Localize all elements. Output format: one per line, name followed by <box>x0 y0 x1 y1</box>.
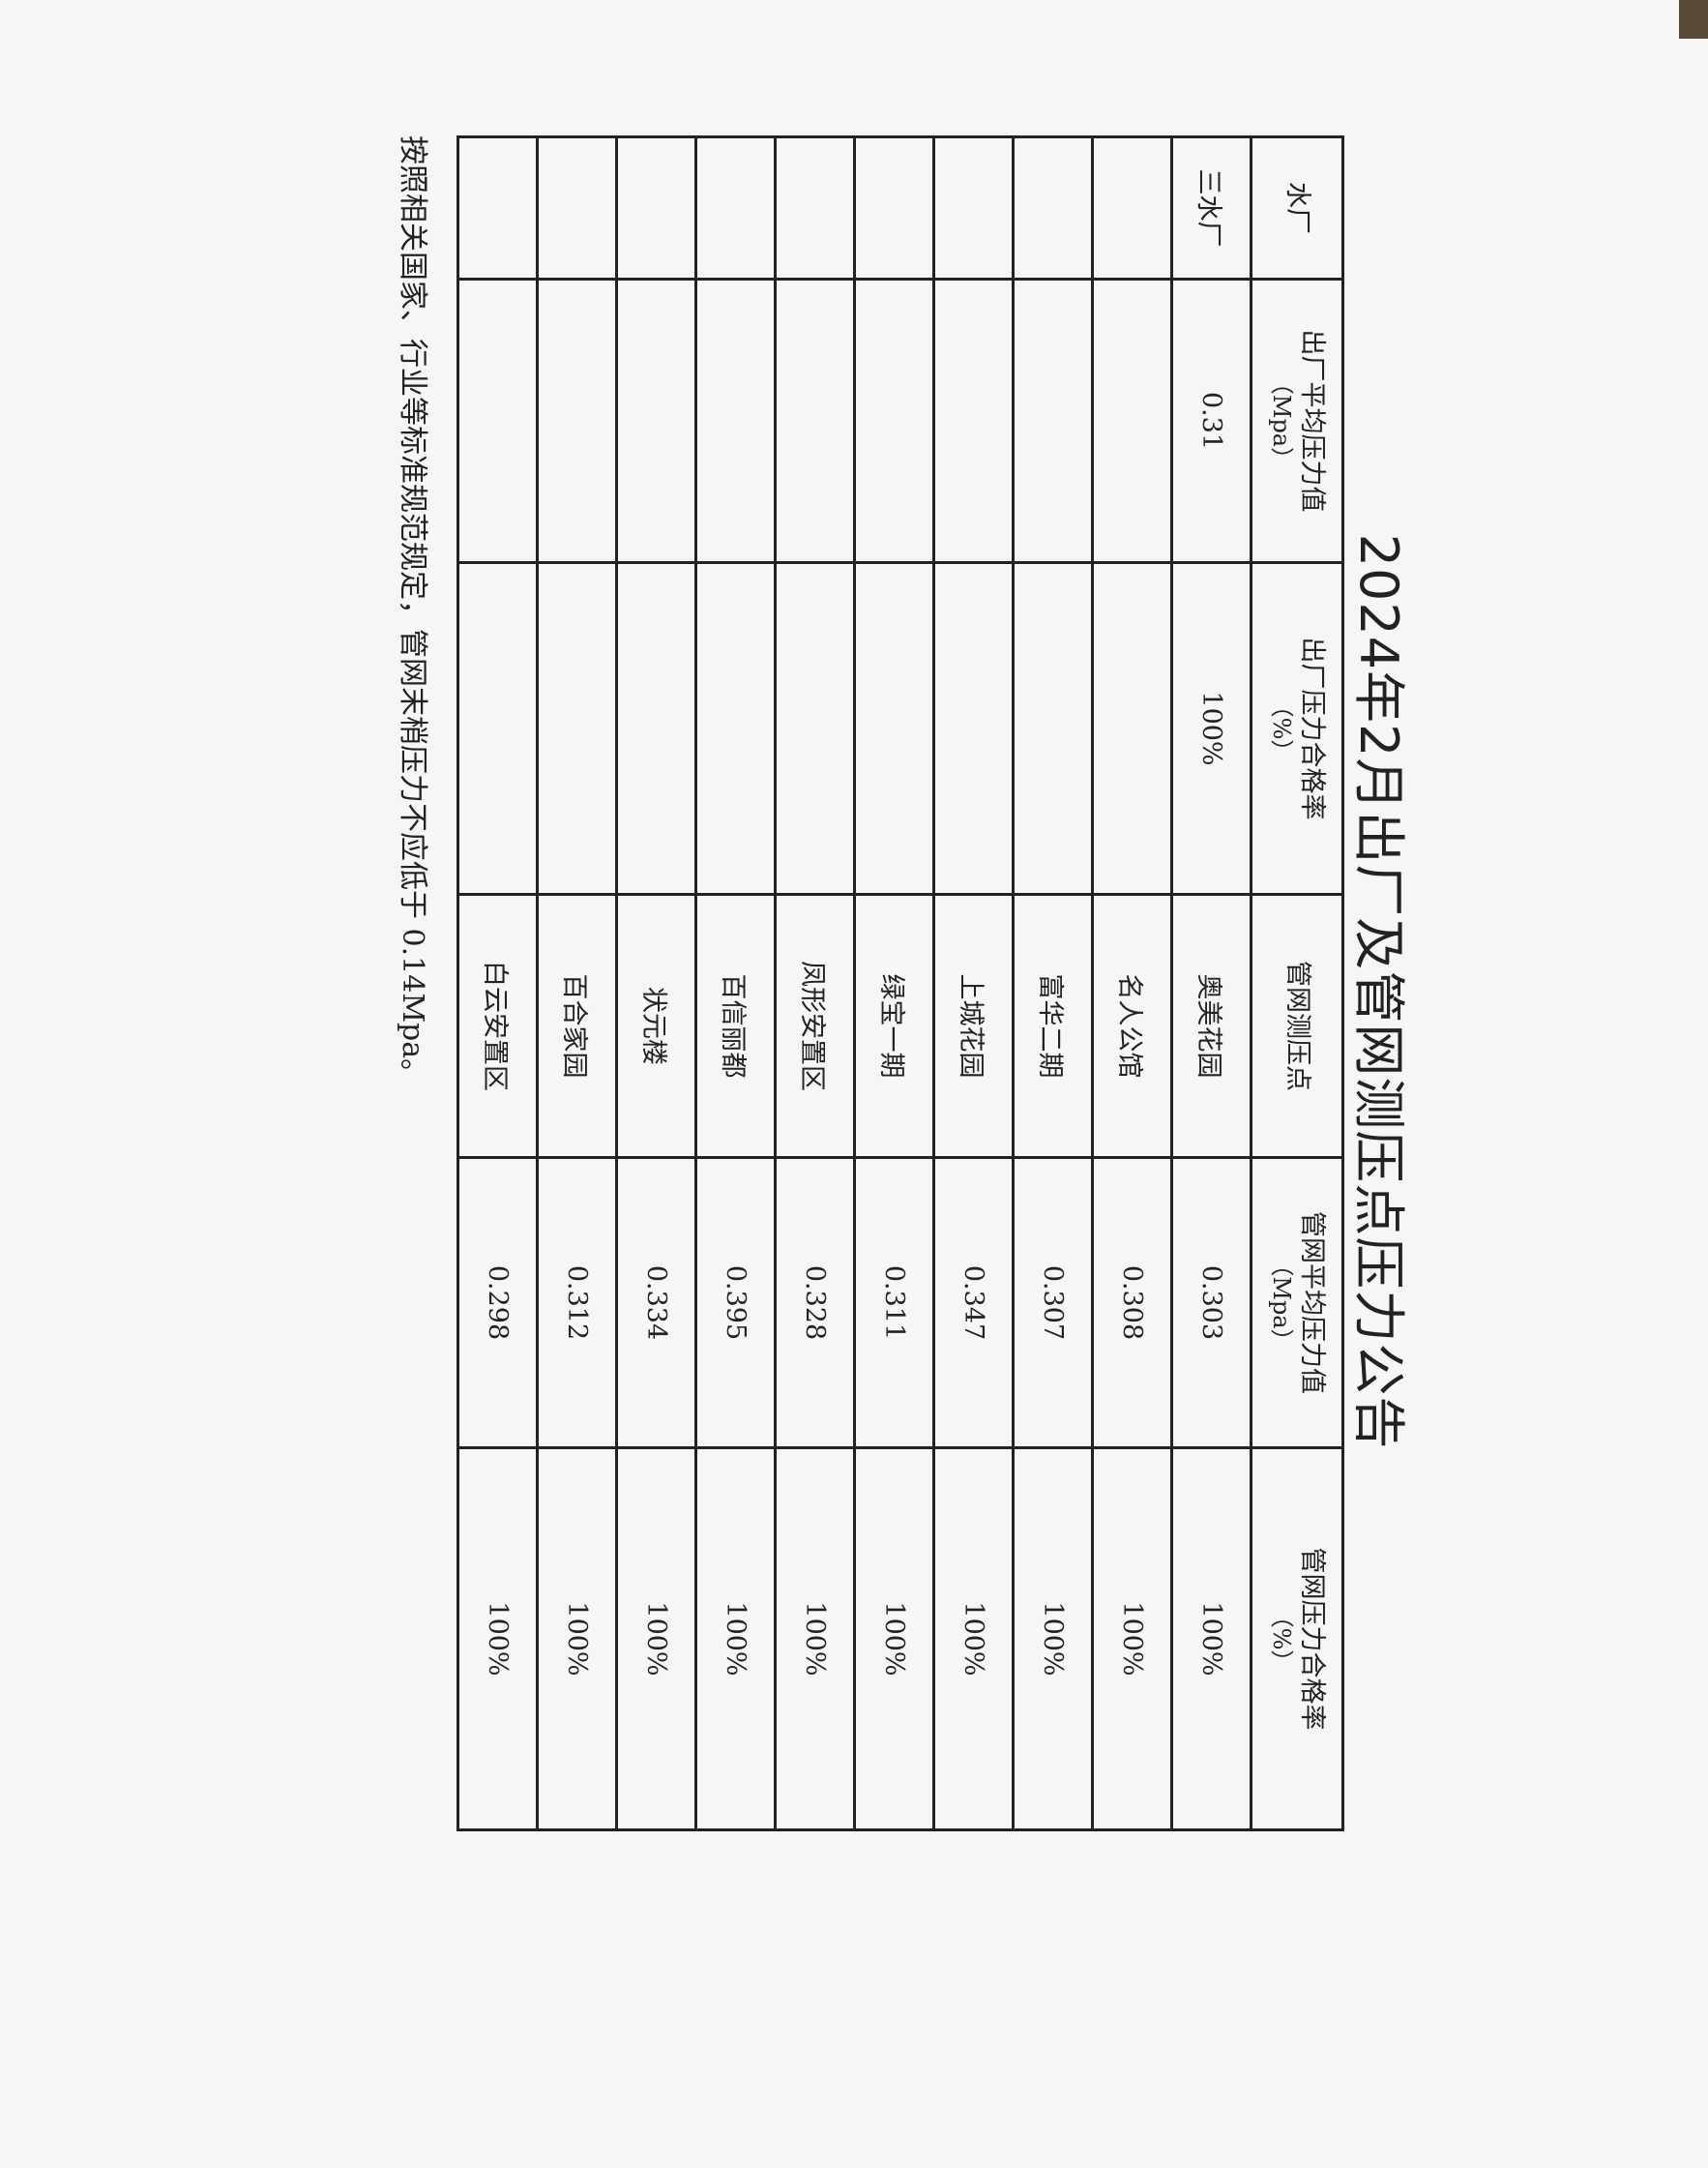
table-cell: 0.312 <box>537 1157 617 1448</box>
table-cell: 上城花园 <box>933 894 1014 1158</box>
table-cell: 绿宝一期 <box>854 894 934 1158</box>
table-row: 凤形安置区 0.328 100% <box>775 136 855 1830</box>
document-page: 2024年2月出厂及管网测压点压力公告 水厂 出厂平均压力值 （Mpa） 出厂压力合格… <box>387 97 1451 1886</box>
header-unit: （%） <box>1268 1604 1296 1674</box>
table-cell: 100% <box>1013 1447 1093 1830</box>
table-row: 百信丽都 0.395 100% <box>695 136 776 1830</box>
table-cell: 0.308 <box>1092 1157 1172 1448</box>
table-cell <box>933 136 1014 280</box>
table-cell: 0.298 <box>457 1157 538 1448</box>
page-title: 2024年2月出厂及管网测压点压力公告 <box>1348 533 1409 1450</box>
table-cell <box>933 279 1014 563</box>
table-cell: 百信丽都 <box>695 894 776 1158</box>
table-cell: 0.347 <box>933 1157 1014 1448</box>
header-label: 出厂压力合格率 <box>1296 637 1327 820</box>
table-row: 状元楼 0.334 100% <box>616 136 696 1830</box>
table-cell <box>537 136 617 280</box>
table-header-row: 水厂 出厂平均压力值 （Mpa） 出厂压力合格率 （%） 管网测压点 管网平均压力值 （Mpa… <box>1251 136 1343 1830</box>
table-cell: 富华二期 <box>1013 894 1093 1158</box>
table-cell: 100% <box>457 1447 538 1830</box>
column-header: 管网平均压力值 （Mpa） <box>1251 1157 1343 1448</box>
column-header: 管网测压点 <box>1251 894 1343 1158</box>
table-cell <box>854 562 934 895</box>
table-cell <box>1092 562 1172 895</box>
scan-background-corner <box>1679 0 1708 39</box>
table-cell <box>775 562 855 895</box>
table-cell: 0.31 <box>1171 279 1252 563</box>
table-cell: 奥美花园 <box>1171 894 1252 1158</box>
header-label: 管网压力合格率 <box>1296 1547 1327 1731</box>
table-cell: 0.307 <box>1013 1157 1093 1448</box>
table-cell <box>1013 279 1093 563</box>
table-cell: 0.303 <box>1171 1157 1252 1448</box>
table-cell: 100% <box>537 1447 617 1830</box>
table-cell: 100% <box>854 1447 934 1830</box>
header-unit: （Mpa） <box>1268 371 1296 471</box>
table-cell: 100% <box>1092 1447 1172 1830</box>
table-row: 百合家园 0.312 100% <box>537 136 617 1830</box>
table-row: 绿宝一期 0.311 100% <box>854 136 934 1830</box>
column-header: 水厂 <box>1251 136 1343 280</box>
header-label: 管网平均压力值 <box>1296 1211 1327 1394</box>
table-cell: 白云安置区 <box>457 894 538 1158</box>
table-row: 上城花园 0.347 100% <box>933 136 1014 1830</box>
table-cell: 0.395 <box>695 1157 776 1448</box>
table-cell <box>933 562 1014 895</box>
table-cell <box>537 279 617 563</box>
table-cell <box>457 136 538 280</box>
table-row: 名人公馆 0.308 100% <box>1092 136 1172 1830</box>
table-cell: 100% <box>616 1447 696 1830</box>
table-cell <box>854 279 934 563</box>
table-cell: 0.328 <box>775 1157 855 1448</box>
table-cell: 100% <box>933 1447 1014 1830</box>
header-unit: （%） <box>1268 694 1296 763</box>
table-cell <box>854 136 934 280</box>
header-unit: （Mpa） <box>1268 1253 1296 1352</box>
column-header: 出厂平均压力值 （Mpa） <box>1251 279 1343 563</box>
header-label: 出厂平均压力值 <box>1296 329 1327 513</box>
table-cell <box>775 279 855 563</box>
table-cell <box>695 279 776 563</box>
header-label: 水厂 <box>1282 182 1313 234</box>
table-cell: 状元楼 <box>616 894 696 1158</box>
header-label: 管网测压点 <box>1282 961 1313 1091</box>
table-cell: 0.334 <box>616 1157 696 1448</box>
table-cell <box>1013 136 1093 280</box>
table-cell: 100% <box>1171 562 1252 895</box>
table-cell: 100% <box>1171 1447 1252 1830</box>
table-cell: 三水厂 <box>1171 136 1252 280</box>
table-cell <box>1013 562 1093 895</box>
table-cell <box>616 562 696 895</box>
table-cell: 百合家园 <box>537 894 617 1158</box>
table-cell: 100% <box>775 1447 855 1830</box>
column-header: 出厂压力合格率 （%） <box>1251 562 1343 895</box>
table-cell <box>457 562 538 895</box>
table-cell <box>1092 136 1172 280</box>
table-cell <box>695 136 776 280</box>
table-cell <box>695 562 776 895</box>
table-cell <box>616 136 696 280</box>
footnote: 按照相关国家、行业等标准规范规定，管网末梢压力不应低于 0.14Mpa。 <box>396 135 429 1088</box>
table-cell <box>775 136 855 280</box>
table-cell <box>1092 279 1172 563</box>
table-cell <box>457 279 538 563</box>
table-cell: 凤形安置区 <box>775 894 855 1158</box>
table-cell <box>537 562 617 895</box>
table-cell: 0.311 <box>854 1157 934 1448</box>
table-row: 三水厂 0.31 100% 奥美花园 0.303 100% <box>1171 136 1252 1830</box>
table-cell <box>616 279 696 563</box>
column-header: 管网压力合格率 （%） <box>1251 1447 1343 1830</box>
table-cell: 100% <box>695 1447 776 1830</box>
table-cell: 名人公馆 <box>1092 894 1172 1158</box>
pressure-table: 水厂 出厂平均压力值 （Mpa） 出厂压力合格率 （%） 管网测压点 管网平均压力值 （Mpa… <box>456 135 1344 1831</box>
table-row: 白云安置区 0.298 100% <box>457 136 538 1830</box>
table-row: 富华二期 0.307 100% <box>1013 136 1093 1830</box>
